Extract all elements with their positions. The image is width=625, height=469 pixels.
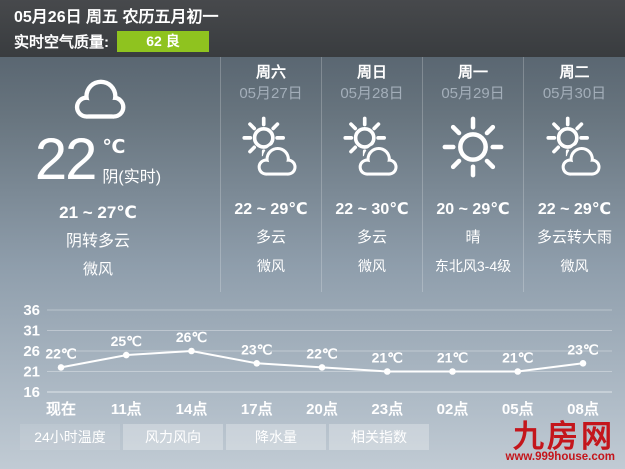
wind: 微风 [358, 258, 386, 274]
air-quality-label: 实时空气质量: [14, 34, 109, 51]
date-label: 05月30日 [542, 85, 607, 102]
site-logo: 九房网 [513, 419, 615, 454]
current-temp-value: 22 [34, 127, 97, 192]
temp-range: 22 ~ 30℃ [335, 201, 409, 218]
svg-text:36: 36 [23, 302, 40, 319]
svg-text:31: 31 [23, 323, 40, 340]
svg-text:05点: 05点 [502, 401, 534, 418]
svg-text:22℃: 22℃ [306, 345, 338, 361]
condition: 多云 [255, 229, 286, 246]
date-label: 05月27日 [239, 85, 303, 102]
branding-watermark: 九房网 www.999house.com [505, 419, 616, 463]
svg-text:现在: 现在 [46, 400, 76, 418]
air-quality-badge: 62 良 [117, 31, 209, 52]
date-label: 05月28日 [340, 85, 404, 102]
today-panel: 22 ℃ 阴(实时) 21 ~ 27℃ 阴转多云 微风 [0, 57, 220, 292]
svg-text:21℃: 21℃ [372, 350, 404, 366]
tab-indices[interactable]: 相关指数 [329, 424, 429, 450]
partly-cloudy-icon [341, 116, 403, 178]
tab-24h-temperature[interactable]: 24小时温度 [20, 424, 120, 450]
current-temperature: 22 ℃ 阴(实时) [0, 127, 196, 192]
forecast-day-tuesday: 周二 05月30日 22 ~ 29℃ 多云转大雨 微风 [523, 57, 625, 292]
wind: 东北风3-4级 [434, 258, 512, 274]
day-label: 周日 [356, 64, 387, 81]
today-condition: 阴转多云 [65, 233, 130, 250]
svg-text:11点: 11点 [111, 401, 142, 418]
svg-text:23℃: 23℃ [241, 341, 273, 357]
condition: 晴 [465, 229, 481, 246]
current-date: 05月26日 周五 农历五月初一 [14, 9, 219, 26]
wind: 微风 [560, 258, 589, 274]
today-wind: 微风 [82, 261, 113, 278]
forecast-day-sunday: 周日 05月28日 22 ~ 30℃ 多云 微风 [321, 57, 422, 292]
svg-text:20点: 20点 [306, 401, 338, 418]
svg-text:02点: 02点 [437, 401, 469, 418]
temp-range: 22 ~ 29℃ [234, 201, 308, 218]
day-label: 周一 [457, 64, 488, 81]
svg-text:21℃: 21℃ [437, 350, 469, 366]
forecast-day-saturday: 周六 05月27日 22 ~ 29℃ 多云 微风 [220, 57, 321, 292]
temp-unit: ℃ [102, 137, 126, 158]
current-condition: 阴(实时) [102, 169, 162, 186]
svg-text:16: 16 [23, 384, 40, 401]
svg-text:14点: 14点 [176, 401, 208, 418]
temp-range: 20 ~ 29℃ [436, 201, 510, 218]
partly-cloudy-icon [240, 116, 302, 178]
condition: 多云 [356, 229, 387, 246]
tab-wind[interactable]: 风力风向 [123, 424, 223, 450]
air-quality-row: 实时空气质量: 62 良 [14, 31, 625, 52]
site-url: www.999house.com [505, 451, 616, 463]
tab-precipitation[interactable]: 降水量 [226, 424, 326, 450]
svg-text:25℃: 25℃ [111, 333, 143, 349]
day-label: 周六 [255, 64, 286, 81]
forecast-day-monday: 周一 05月29日 20 ~ 29℃ 晴 东北风3-4级 [422, 57, 523, 292]
day-label: 周二 [559, 64, 590, 81]
svg-text:17点: 17点 [241, 401, 273, 418]
svg-text:22℃: 22℃ [45, 345, 77, 361]
cloudy-icon [69, 71, 127, 123]
wind: 微风 [257, 258, 285, 274]
svg-text:21: 21 [23, 364, 40, 381]
svg-text:21℃: 21℃ [502, 350, 534, 366]
temperature-chart: 36 31 26 21 16 22℃ 现在 25℃ 11点 26℃ 14点 23℃ 17点 22℃ 20点 2… [23, 302, 612, 418]
svg-text:23℃: 23℃ [567, 341, 599, 357]
header-bar: 05月26日 周五 农历五月初一 实时空气质量: 62 良 [0, 0, 625, 57]
partly-cloudy-icon [544, 116, 606, 178]
condition: 多云转大雨 [536, 229, 612, 246]
svg-text:26: 26 [23, 343, 40, 360]
chart-tabs: 24小时温度 风力风向 降水量 相关指数 [20, 424, 429, 450]
today-temp-range: 21 ~ 27℃ [59, 203, 137, 222]
sunny-icon [442, 116, 504, 178]
date-label: 05月29日 [441, 85, 505, 102]
svg-text:08点: 08点 [567, 401, 599, 418]
svg-text:26℃: 26℃ [176, 329, 208, 345]
temp-range: 22 ~ 29℃ [537, 201, 612, 218]
svg-text:23点: 23点 [371, 401, 403, 418]
forecast-row: 22 ℃ 阴(实时) 21 ~ 27℃ 阴转多云 微风 周六 05月27日 22… [0, 57, 625, 292]
